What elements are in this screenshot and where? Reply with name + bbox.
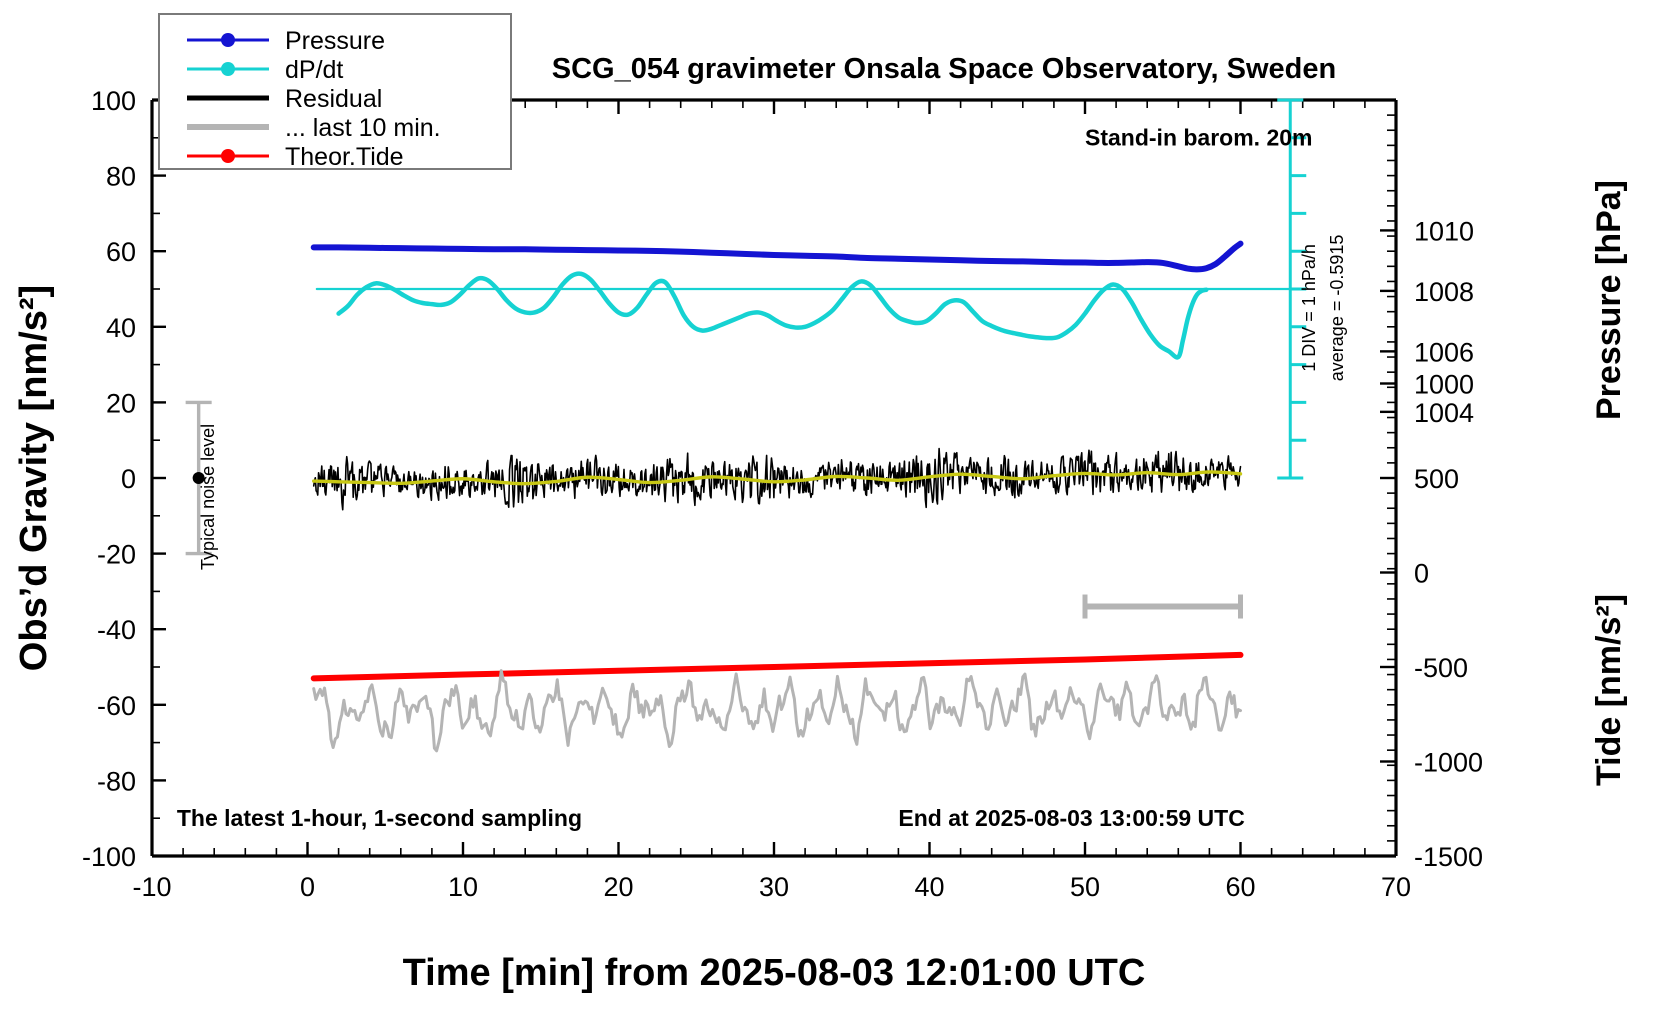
annotation-stand-in-barometer: Stand-in barom. 20m [1085,124,1312,150]
legend-swatch-marker [221,33,235,47]
legend-swatch-marker [221,62,235,76]
x-axis-title: Time [min] from 2025-08-03 12:01:00 UTC [403,952,1146,994]
series-pressure [310,240,1244,273]
annotation-scalebar-div-label: 1 DIV = 1 hPa/h [1299,244,1319,372]
legend-item-pressure[interactable]: Pressure [187,27,385,55]
x-tick-label: 40 [914,872,944,902]
x-tick-label: 70 [1381,872,1411,902]
y-tick-label: 20 [106,388,136,418]
y2-pressure-axis-title: Pressure [hPa] [1590,180,1628,420]
x-tick-label: 50 [1070,872,1100,902]
annotation-sampling-note: The latest 1-hour, 1-second sampling [177,805,582,831]
y2-tide-axis-title: Tide [nm/s²] [1590,594,1628,786]
y2-pressure-tick-label: 1004 [1414,398,1474,428]
y2-pressure-tick-label: 1010 [1414,216,1474,246]
legend-label: dP/dt [285,56,343,84]
series-theor-tide [310,651,1244,682]
y-tick-label: -60 [97,691,136,721]
series-layer [310,240,1292,753]
x-tick-label: -10 [132,872,171,902]
series-residual-smoothed [312,470,1243,486]
y2-tide-tick-label: 500 [1414,464,1459,494]
annotation-scalebar-average-label: average = -0.5915 [1327,235,1347,382]
legend-item-dp-dt[interactable]: dP/dt [187,56,343,84]
noise-bar-point [192,472,205,484]
y-tick-label: -80 [97,766,136,796]
legend-item-residual[interactable]: Residual [187,85,382,113]
y2-tide-tick-label: 0 [1414,559,1429,589]
x-tick-label: 60 [1225,872,1255,902]
legend-label: Theor.Tide [285,143,404,171]
legend-swatch-marker [221,149,235,163]
y2-tide-tick-label: -500 [1414,653,1468,683]
legend-label: ... last 10 min. [285,114,441,142]
legend-item-last-10-min[interactable]: ... last 10 min. [187,114,441,142]
legend-label: Residual [285,85,382,113]
chart-title: SCG_054 gravimeter Onsala Space Observat… [552,53,1336,85]
y-tick-label: 40 [106,313,136,343]
y-tick-label: -20 [97,540,136,570]
y-tick-label: 0 [121,464,136,494]
series-dpdt [336,271,1209,360]
y-tick-label: -40 [97,615,136,645]
y-axis-title: Obs’d Gravity [nm/s²] [13,285,55,671]
legend-label: Pressure [285,27,385,55]
axes-layer: -10 0 10 20 30 40 50 60 70-100-80-60-40-20020406… [13,53,1628,994]
y-tick-label: 100 [91,86,136,116]
y-tick-label: -100 [82,842,136,872]
annotation-typical-noise-level: Typical noise level [198,424,218,570]
legend-item-theor-tide[interactable]: Theor.Tide [187,143,404,171]
y2-pressure-tick-label: 1008 [1414,277,1474,307]
annotation-end-time: End at 2025-08-03 13:00:59 UTC [898,805,1244,831]
annotations-layer: Stand-in barom. 20m 1 DIV = 1 hPa/h averag… [177,98,1347,831]
y2-tide-tick-label: -1000 [1414,748,1483,778]
y-tick-label: 60 [106,237,136,267]
series-last-10-min [312,669,1242,753]
x-tick-label: 10 [448,872,478,902]
y2-pressure-tick-label: 1006 [1414,337,1474,367]
x-tick-label: 20 [603,872,633,902]
x-tick-label: 0 [300,872,315,902]
y2-tide-tick-label: 1000 [1414,370,1474,400]
x-tick-label: 30 [759,872,789,902]
y2-tide-tick-label: -1500 [1414,842,1483,872]
y-tick-label: 80 [106,162,136,192]
